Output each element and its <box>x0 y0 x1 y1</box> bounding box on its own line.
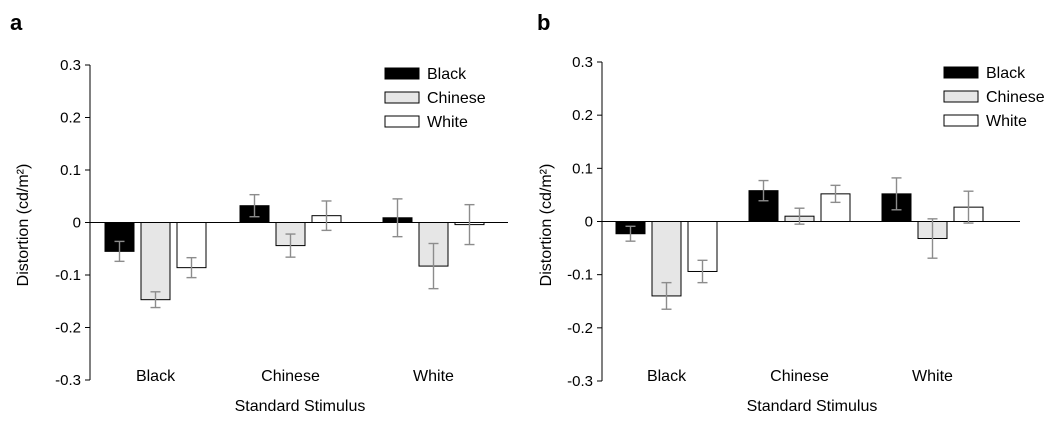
y-tick-label: 0 <box>73 215 81 232</box>
y-tick-label: -0.3 <box>55 372 81 389</box>
legend-label: Black <box>986 65 1026 82</box>
y-tick-label: 0.2 <box>60 110 81 127</box>
legend-label: White <box>986 113 1027 130</box>
legend: Black Chinese White <box>943 65 1045 130</box>
y-tick-label: -0.2 <box>55 320 81 337</box>
y-tick-label: 0.1 <box>60 162 81 179</box>
x-tick-label: White <box>912 368 953 385</box>
bar-chinese-black <box>140 222 171 301</box>
x-tick-label: White <box>413 368 454 385</box>
legend: Black Chinese White <box>384 66 486 131</box>
y-tick-label: 0.3 <box>572 54 593 71</box>
x-tick-label: Chinese <box>770 368 829 385</box>
y-axis-label: Distortion (cd/m²) <box>15 164 32 287</box>
chart-panel-b: b -0.3 -0.2 -0.1 0 0.1 0.2 0.3 Distortion (cd/m²… <box>537 10 1045 415</box>
panel-label: a <box>10 10 23 35</box>
chart-panel-a: a -0.3 -0.2 -0.1 0 0.1 0.2 0.3 Distortion (cd/m²… <box>10 10 508 415</box>
x-axis-label: Standard Stimulus <box>747 398 878 415</box>
legend-label: Chinese <box>427 90 486 107</box>
x-axis-label: Standard Stimulus <box>235 398 366 415</box>
y-tick-label: 0 <box>585 214 593 231</box>
y-tick-label: -0.2 <box>567 320 593 337</box>
legend-swatch <box>943 90 979 103</box>
legend-swatch <box>384 115 420 128</box>
legend-label: White <box>427 114 468 131</box>
legend-label: Chinese <box>986 89 1045 106</box>
x-tick-label: Chinese <box>261 368 320 385</box>
legend-swatch <box>943 114 979 127</box>
y-tick-label: 0.2 <box>572 107 593 124</box>
legend-swatch <box>943 66 979 79</box>
panel-label: b <box>537 10 550 35</box>
y-tick-label: -0.1 <box>567 267 593 284</box>
legend-swatch <box>384 67 420 80</box>
x-tick-label: Black <box>136 368 176 385</box>
legend-swatch <box>384 91 420 104</box>
y-axis-label: Distortion (cd/m²) <box>538 164 555 287</box>
y-tick-label: 0.3 <box>60 57 81 74</box>
y-tick-label: -0.3 <box>567 373 593 390</box>
x-tick-label: Black <box>647 368 687 385</box>
y-tick-label: -0.1 <box>55 267 81 284</box>
y-tick-label: 0.1 <box>572 160 593 177</box>
legend-label: Black <box>427 66 467 83</box>
